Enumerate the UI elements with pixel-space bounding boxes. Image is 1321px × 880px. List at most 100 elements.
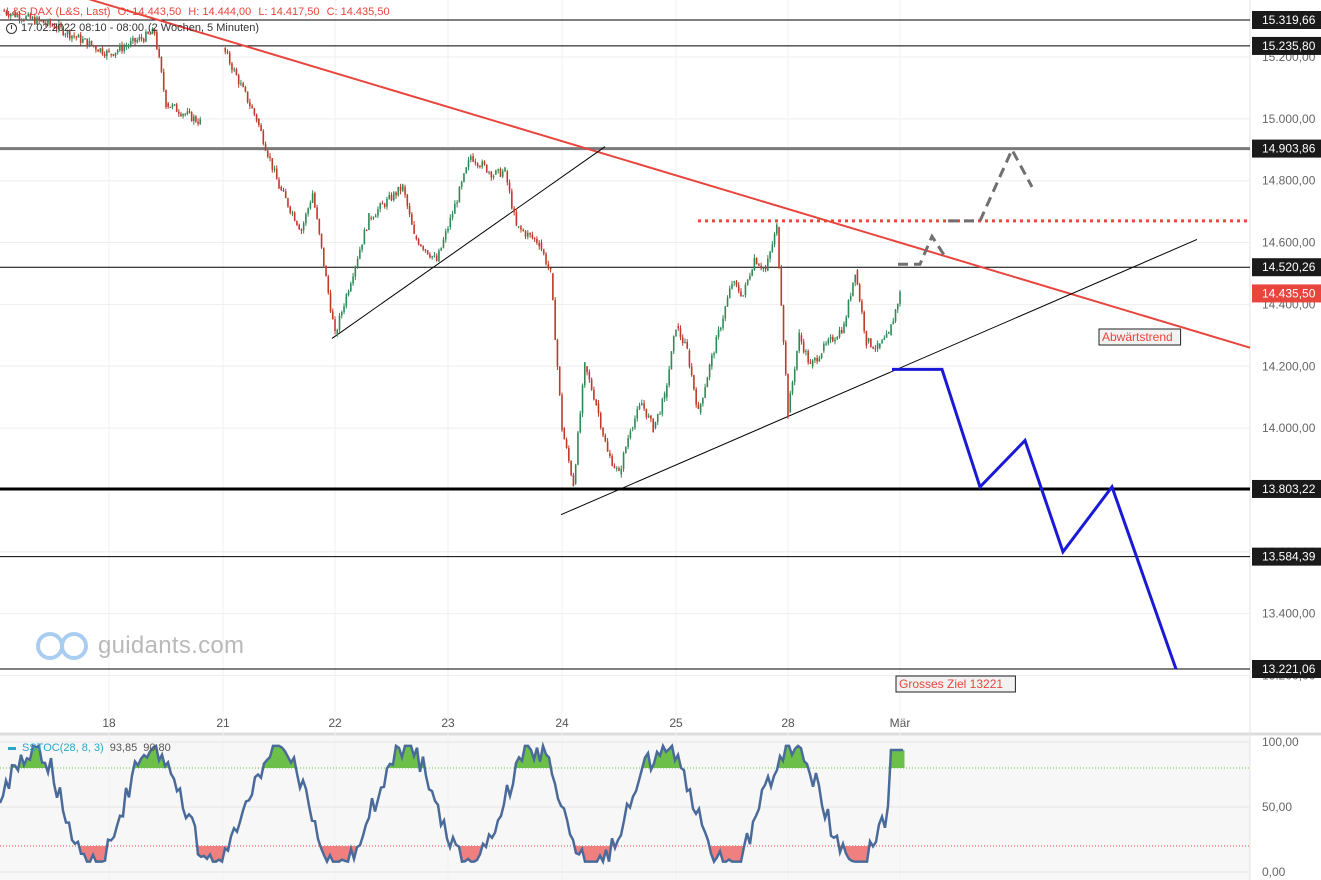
candle-body: [670, 351, 673, 370]
indicator-overbought-fill: [409, 745, 413, 768]
candle-body: [190, 112, 193, 122]
indicator-overbought-fill: [271, 745, 275, 768]
y-tick-label: 15.000,00: [1262, 112, 1316, 126]
candle-body: [816, 357, 818, 362]
indicator-overbought-fill: [277, 745, 281, 768]
candle-body: [242, 83, 244, 88]
candle-body: [735, 281, 738, 286]
candle-body: [470, 156, 472, 160]
candle-body: [112, 54, 115, 56]
candle-body: [318, 218, 321, 234]
candle-body: [110, 53, 112, 55]
candle-body: [162, 71, 165, 90]
indicator-overbought-fill: [160, 754, 164, 768]
candle-body: [481, 161, 483, 167]
candle-body: [467, 159, 470, 168]
candle-body: [14, 12, 16, 17]
indicator-tick-label: 50,00: [1262, 800, 1292, 814]
candle-body: [350, 283, 352, 292]
candle-body: [60, 23, 62, 28]
candle-body: [744, 284, 747, 296]
candle-body: [370, 217, 372, 219]
candle-body: [483, 161, 486, 165]
candle-body: [331, 311, 334, 320]
indicator-oversold-fill: [847, 846, 851, 859]
indicator-oversold-fill: [331, 846, 335, 862]
candle-body: [581, 385, 584, 414]
candle-body: [704, 387, 706, 398]
candle-body: [47, 19, 49, 25]
indicator-oversold-fill: [853, 846, 857, 862]
candle-body: [343, 306, 345, 313]
indicator-overbought-fill: [28, 759, 32, 768]
candle-body: [814, 357, 816, 361]
candle-body: [661, 398, 664, 414]
candle-body: [325, 266, 327, 277]
indicator-oversold-fill: [82, 846, 86, 854]
candle-body: [51, 24, 54, 26]
candle-body: [186, 111, 189, 114]
candle-body: [731, 283, 733, 289]
candle-body: [843, 323, 845, 333]
candle-body: [615, 467, 618, 469]
indicator-legend[interactable]: SSTOC(28, 8, 3) 93,85 90,80: [8, 742, 171, 754]
candle-body: [693, 375, 695, 390]
level-label-box: [1252, 139, 1321, 158]
annotation-target: Grosses Ziel 13221: [899, 677, 1003, 691]
candle-body: [233, 69, 235, 71]
candle-body: [881, 339, 883, 344]
price-plot-area: [0, 0, 1250, 735]
candle-body: [284, 191, 287, 199]
candle-body: [395, 192, 397, 196]
candle-body: [160, 56, 163, 72]
candle-body: [726, 297, 729, 307]
indicator-oversold-fill: [463, 846, 467, 862]
indicator-oversold-fill: [466, 846, 470, 859]
candle-body: [650, 415, 652, 419]
candle-body: [625, 447, 627, 453]
candle-body: [424, 249, 427, 251]
candle-body: [253, 108, 256, 115]
candle-body: [84, 38, 86, 40]
candle-body: [818, 358, 821, 362]
candle-body: [479, 166, 481, 168]
candle-body: [417, 239, 420, 245]
candle-body: [513, 208, 515, 212]
candle-body: [55, 26, 58, 30]
indicator-oversold-fill: [352, 846, 356, 859]
candle-body: [9, 14, 12, 17]
candle-body: [527, 232, 529, 237]
current-price-box: [1252, 284, 1321, 303]
logo-text: guidants.com: [98, 632, 245, 659]
candle-body: [789, 393, 792, 413]
indicator-oversold-fill: [589, 846, 593, 862]
candle-body: [356, 258, 359, 267]
time-header: 17.02.2022 08:10 - 08:00 (2 Wochen, 5 Mi…: [6, 22, 259, 34]
candle-body: [663, 393, 666, 399]
candle-body: [73, 35, 75, 37]
indicator-overbought-fill: [394, 745, 398, 768]
indicator-overbought-fill: [157, 760, 161, 768]
candle-body: [66, 30, 69, 35]
candle-body: [746, 279, 749, 285]
candle-body: [524, 231, 527, 237]
indicator-overbought-fill: [406, 745, 410, 768]
indicator-oversold-fill: [598, 846, 602, 856]
candle-body: [456, 202, 458, 204]
annotation-downtrend: Abwärtstrend: [1102, 330, 1173, 344]
candle-body: [345, 294, 348, 307]
level-label: 15.319,66: [1262, 13, 1316, 27]
candle-body: [444, 231, 447, 240]
candle-body: [433, 255, 436, 257]
candle-body: [593, 389, 595, 400]
candle-body: [536, 238, 538, 243]
candle-body: [688, 350, 691, 367]
candle-body: [153, 29, 156, 34]
indicator-overbought-fill: [31, 745, 35, 768]
candle-body: [584, 362, 586, 386]
candle-body: [138, 37, 141, 41]
indicator-overbought-fill: [532, 759, 536, 768]
candle-body: [820, 353, 823, 359]
candle-body: [672, 336, 675, 352]
